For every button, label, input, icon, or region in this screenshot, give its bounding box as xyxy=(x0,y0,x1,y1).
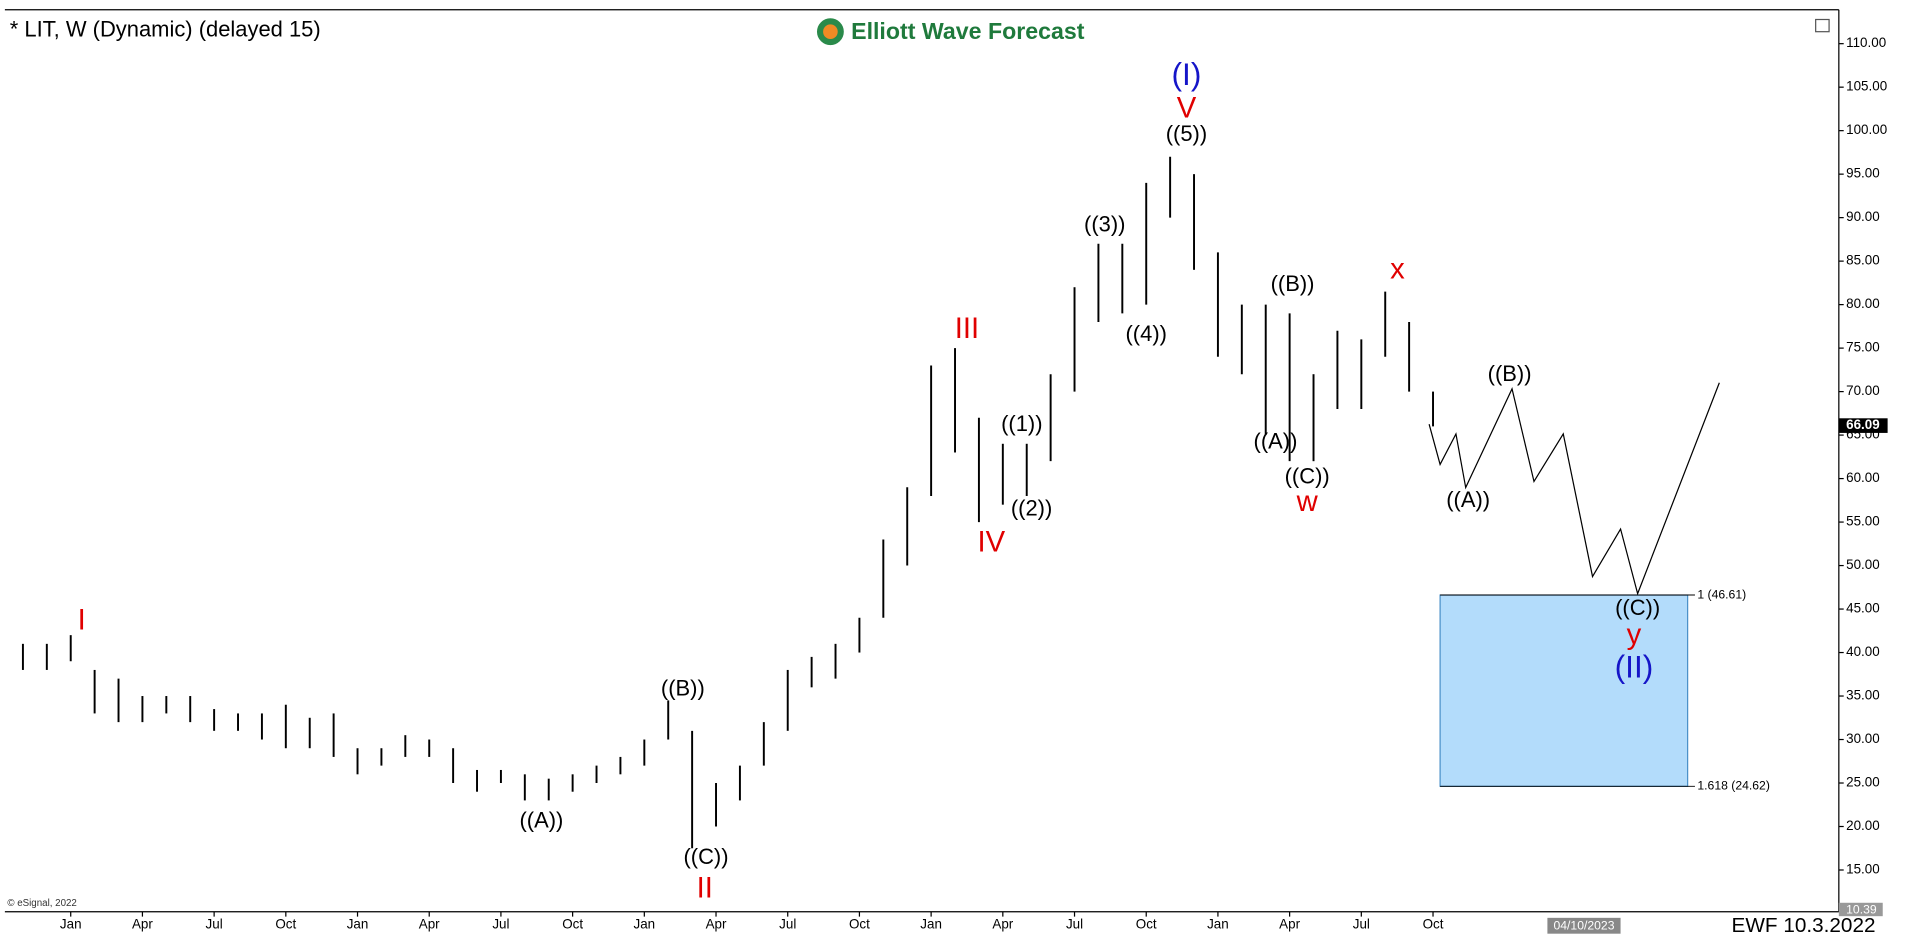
copyright: © eSignal, 2022 xyxy=(7,898,77,909)
y-tick-label: 60.00 xyxy=(1846,470,1880,485)
x-tick-label: Apr xyxy=(992,917,1013,932)
x-tick-label: Oct xyxy=(562,917,583,932)
wave-label: ((2)) xyxy=(1011,495,1052,520)
wave-label: (I) xyxy=(1172,56,1202,92)
y-tick-label: 70.00 xyxy=(1846,383,1880,398)
wave-label: ((B)) xyxy=(661,676,705,701)
x-tick-label: Oct xyxy=(1423,917,1444,932)
logo-text: Elliott Wave Forecast xyxy=(851,18,1085,44)
x-tick-label: Jul xyxy=(1066,917,1083,932)
x-tick-label: Jan xyxy=(347,917,369,932)
wave-label: ((B)) xyxy=(1271,271,1315,296)
fib-label: 1.618 (24.62) xyxy=(1697,779,1770,793)
y-tick-label: 105.00 xyxy=(1846,79,1887,94)
wave-label: ((B)) xyxy=(1488,361,1532,386)
y-tick-label: 30.00 xyxy=(1846,731,1880,746)
footer: EWF 10.3.2022 xyxy=(1732,914,1876,937)
low-price-tag xyxy=(1838,902,1883,917)
y-tick-label: 50.00 xyxy=(1846,557,1880,572)
low-price-label: 10.39 xyxy=(1846,902,1877,916)
wave-label: ((4)) xyxy=(1126,321,1167,346)
wave-label: ((5)) xyxy=(1166,121,1207,146)
last-price-label: 66.09 xyxy=(1846,417,1880,432)
last-price-tag xyxy=(1838,418,1888,433)
y-tick-label: 25.00 xyxy=(1846,775,1880,790)
x-tick-label: Jul xyxy=(492,917,509,932)
x-tick-label: Apr xyxy=(1279,917,1300,932)
cursor-date: 04/10/2023 xyxy=(1553,919,1614,933)
x-tick-label: Jul xyxy=(779,917,796,932)
wave-label: I xyxy=(78,604,86,636)
x-tick-label: Apr xyxy=(419,917,440,932)
x-tick-label: Jan xyxy=(920,917,942,932)
wave-label: (II) xyxy=(1615,649,1654,685)
wave-label: ((C)) xyxy=(683,844,728,869)
y-tick-label: 20.00 xyxy=(1846,818,1880,833)
x-tick-label: Oct xyxy=(849,917,870,932)
projection-path xyxy=(1428,382,1720,596)
y-tick-label: 40.00 xyxy=(1846,644,1880,659)
wave-label: w xyxy=(1296,486,1319,518)
y-tick-label: 95.00 xyxy=(1846,166,1880,181)
x-tick-label: Jan xyxy=(60,917,82,932)
y-tick-label: 85.00 xyxy=(1846,253,1880,268)
x-tick-label: Oct xyxy=(275,917,296,932)
x-tick-label: Jul xyxy=(206,917,223,932)
chart-title: * LIT, W (Dynamic) (delayed 15) xyxy=(10,16,321,41)
fib-label: 1 (46.61) xyxy=(1697,587,1746,601)
wave-label: ((A)) xyxy=(519,807,563,832)
cursor-date-tag xyxy=(1547,917,1621,934)
wave-label: V xyxy=(1177,92,1197,124)
x-tick-label: Jan xyxy=(1207,917,1229,932)
y-tick-label: 45.00 xyxy=(1846,601,1880,616)
wave-label: y xyxy=(1627,619,1642,651)
wave-label: ((A)) xyxy=(1254,428,1298,453)
y-tick-label: 35.00 xyxy=(1846,688,1880,703)
wave-label: II xyxy=(697,873,713,905)
wave-label: III xyxy=(955,313,979,345)
x-tick-label: Apr xyxy=(706,917,727,932)
y-tick-label: 55.00 xyxy=(1846,514,1880,529)
fib-zone xyxy=(1439,594,1689,787)
y-tick-label: 15.00 xyxy=(1846,862,1880,877)
wave-label: ((A)) xyxy=(1446,487,1490,512)
x-tick-label: Apr xyxy=(132,917,153,932)
y-tick-label: 110.00 xyxy=(1846,35,1886,50)
y-tick-label: 100.00 xyxy=(1846,122,1887,137)
logo-icon-inner xyxy=(823,24,838,40)
logo: Elliott Wave Forecast xyxy=(816,18,1085,46)
x-tick-label: Jan xyxy=(634,917,656,932)
wave-label: ((C)) xyxy=(1285,464,1330,489)
wave-label: x xyxy=(1390,253,1405,285)
y-tick-label: 80.00 xyxy=(1846,296,1880,311)
y-tick-label: 90.00 xyxy=(1846,209,1880,224)
y-tick-label: 75.00 xyxy=(1846,340,1880,355)
x-tick-label: Oct xyxy=(1136,917,1157,932)
x-tick-label: Jul xyxy=(1353,917,1370,932)
window-icon[interactable] xyxy=(1815,18,1830,33)
wave-label: ((1)) xyxy=(1001,411,1042,436)
wave-label: IV xyxy=(978,526,1006,558)
wave-label: ((3)) xyxy=(1084,211,1125,236)
wave-label: ((C)) xyxy=(1615,595,1660,620)
